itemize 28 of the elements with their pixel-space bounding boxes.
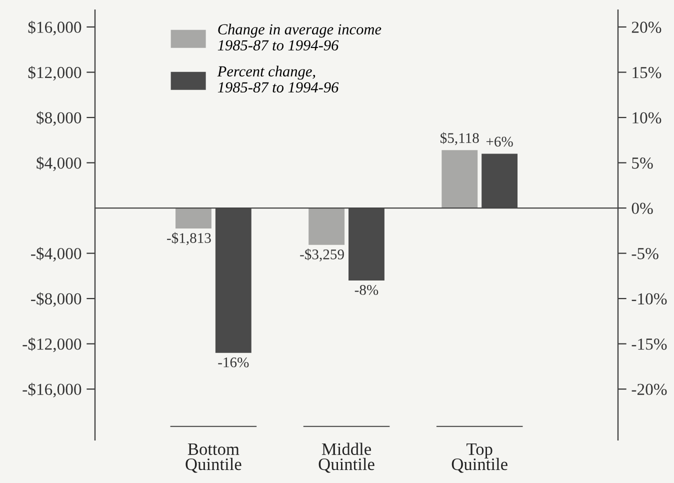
- y-tick-label: $12,000: [28, 66, 82, 81]
- y2-tick-label: -15%: [632, 338, 667, 350]
- data-label: -$3,259: [300, 248, 344, 262]
- x-tick-label: Top Quintile: [452, 443, 508, 473]
- x-tick-label: Bottom Quintile: [186, 443, 242, 473]
- y2-tick-label: 20%: [632, 22, 662, 33]
- data-label: -$1,813: [167, 232, 211, 246]
- y-tick-label: $4,000: [36, 156, 82, 172]
- y-tick-label: -$4,000: [31, 247, 82, 262]
- y2-tick-label: -10%: [632, 293, 667, 305]
- y-tick-label: $8,000: [36, 111, 82, 126]
- data-label: +6%: [486, 136, 513, 147]
- data-label: -16%: [218, 357, 249, 368]
- y2-tick-label: 5%: [632, 157, 653, 169]
- y2-tick-label: -20%: [632, 384, 667, 396]
- data-label: -8%: [354, 285, 378, 295]
- data-label: $5,118: [440, 132, 479, 146]
- y2-tick-label: 10%: [632, 112, 662, 124]
- legend-label: Percent change, 1985-87 to 1994-96: [217, 66, 339, 93]
- y-tick-label: -$16,000: [22, 382, 82, 398]
- x-tick-label: Middle Quintile: [318, 442, 374, 473]
- y2-tick-label: 0%: [632, 202, 653, 214]
- y2-tick-label: 15%: [632, 66, 662, 78]
- y2-tick-label: -5%: [632, 248, 658, 260]
- legend-label: Change in average income 1985-87 to 1994-96: [218, 24, 382, 50]
- y-tick-label: $16,000: [28, 20, 82, 36]
- y-tick-label: -$8,000: [31, 292, 82, 307]
- y-tick-label: -$12,000: [22, 338, 82, 352]
